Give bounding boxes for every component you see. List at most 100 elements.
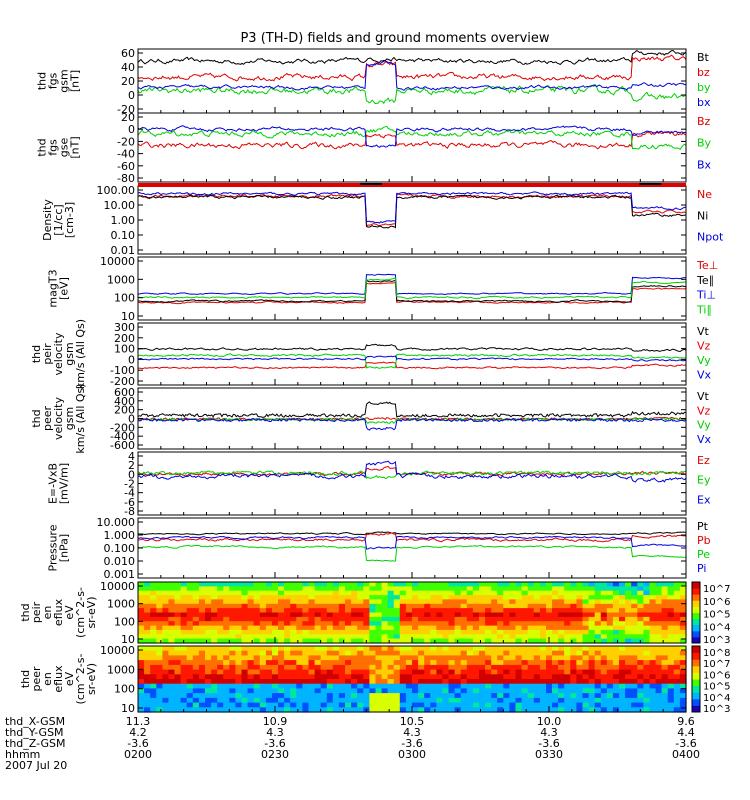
heatmap-cell	[619, 599, 626, 605]
heatmap-cell	[673, 599, 681, 605]
heatmap-cell	[448, 603, 456, 609]
heatmap-cell	[393, 625, 401, 631]
heatmap-cell	[345, 621, 352, 627]
heatmap-cell	[442, 669, 450, 675]
heatmap-cell	[162, 595, 170, 601]
panel-frame	[137, 48, 687, 114]
heatmap-cell	[393, 599, 401, 605]
heatmap-cell	[564, 612, 571, 618]
heatmap-cell	[533, 707, 541, 713]
heatmap-cell	[466, 638, 474, 644]
heatmap-cell	[503, 679, 510, 685]
heatmap-cell	[612, 582, 620, 587]
heatmap-cell	[430, 599, 437, 605]
heatmap-cell	[600, 660, 608, 666]
heatmap-cell	[643, 608, 651, 614]
heatmap-cell	[332, 625, 340, 631]
heatmap-cell	[296, 674, 303, 680]
heatmap-cell	[156, 697, 163, 704]
heatmap-cell	[564, 586, 571, 592]
heatmap-cell	[296, 646, 303, 652]
heatmap-cell	[606, 688, 614, 694]
heatmap-cell	[241, 625, 249, 631]
heatmap-cell	[375, 638, 383, 644]
heatmap-cell	[387, 599, 395, 605]
heatmap-cell	[229, 674, 236, 680]
heatmap-cell	[649, 625, 657, 631]
heatmap-cell	[217, 688, 224, 694]
heatmap-cell	[594, 590, 602, 596]
heatmap-cell	[290, 679, 297, 685]
heatmap-cell	[405, 683, 413, 689]
heatmap-cell	[259, 664, 267, 671]
heatmap-cell	[612, 697, 620, 704]
heatmap-cell	[302, 608, 310, 614]
heatmap-cell	[521, 702, 529, 708]
heatmap-cell	[631, 655, 638, 661]
heatmap-cell	[430, 629, 437, 635]
heatmap-cell	[655, 707, 663, 713]
heatmap-cell	[612, 634, 620, 640]
heatmap-cell	[375, 595, 383, 601]
heatmap-cell	[546, 582, 553, 587]
heatmap-cell	[229, 655, 236, 661]
heatmap-cell	[320, 693, 328, 699]
heatmap-cell	[393, 646, 401, 652]
colorbar-tick-label: 10^4	[703, 622, 730, 633]
heatmap-cell	[546, 603, 553, 609]
heatmap-cell	[637, 693, 644, 699]
heatmap-cell	[211, 603, 218, 609]
heatmap-cell	[290, 697, 297, 704]
heatmap-cell	[405, 612, 413, 618]
heatmap-cell	[259, 702, 267, 708]
heatmap-cell	[381, 612, 389, 618]
heatmap-cell	[223, 660, 230, 666]
heatmap-cell	[631, 595, 638, 601]
heatmap-cell	[205, 634, 212, 640]
heatmap-cell	[539, 683, 547, 689]
heatmap-cell	[205, 697, 212, 704]
heatmap-cell	[631, 683, 638, 689]
heatmap-cell	[515, 646, 523, 652]
heatmap-cell	[442, 603, 450, 609]
status-mark	[359, 183, 382, 185]
heatmap-cell	[205, 595, 212, 601]
heatmap-cell	[198, 650, 206, 656]
heatmap-cell	[223, 688, 230, 694]
heatmap-cell	[631, 621, 638, 627]
heatmap-cell	[375, 688, 383, 694]
heatmap-cell	[631, 590, 638, 596]
heatmap-cell	[552, 590, 559, 596]
heatmap-cell	[612, 616, 620, 622]
heatmap-cell	[308, 697, 316, 704]
heatmap-cell	[235, 603, 243, 609]
heatmap-cell	[564, 702, 571, 708]
heatmap-cell	[424, 674, 431, 680]
heatmap-cell	[332, 629, 340, 635]
heatmap-cell	[290, 669, 297, 675]
heatmap-cell	[399, 621, 407, 627]
heatmap-cell	[314, 660, 322, 666]
heatmap-cell	[320, 616, 328, 622]
heatmap-cell	[637, 586, 644, 592]
heatmap-cell	[430, 638, 437, 644]
heatmap-cell	[533, 621, 541, 627]
ytick-label: -6	[124, 496, 135, 509]
heatmap-cell	[418, 646, 425, 652]
heatmap-cell	[345, 679, 352, 685]
heatmap-cell	[442, 638, 450, 644]
heatmap-cell	[156, 582, 163, 587]
heatmap-cell	[381, 603, 389, 609]
heatmap-cell	[479, 683, 486, 689]
heatmap-cell	[405, 590, 413, 596]
heatmap-cell	[351, 621, 358, 627]
heatmap-cell	[619, 688, 626, 694]
colorbar-tick-label: 10^7	[703, 659, 730, 670]
heatmap-cell	[338, 595, 346, 601]
heatmap-cell	[357, 697, 364, 704]
heatmap-cell	[448, 688, 456, 694]
heatmap-cell	[594, 664, 602, 671]
heatmap-cell	[558, 599, 565, 605]
heatmap-cell	[381, 595, 389, 601]
heatmap-cell	[460, 586, 468, 592]
